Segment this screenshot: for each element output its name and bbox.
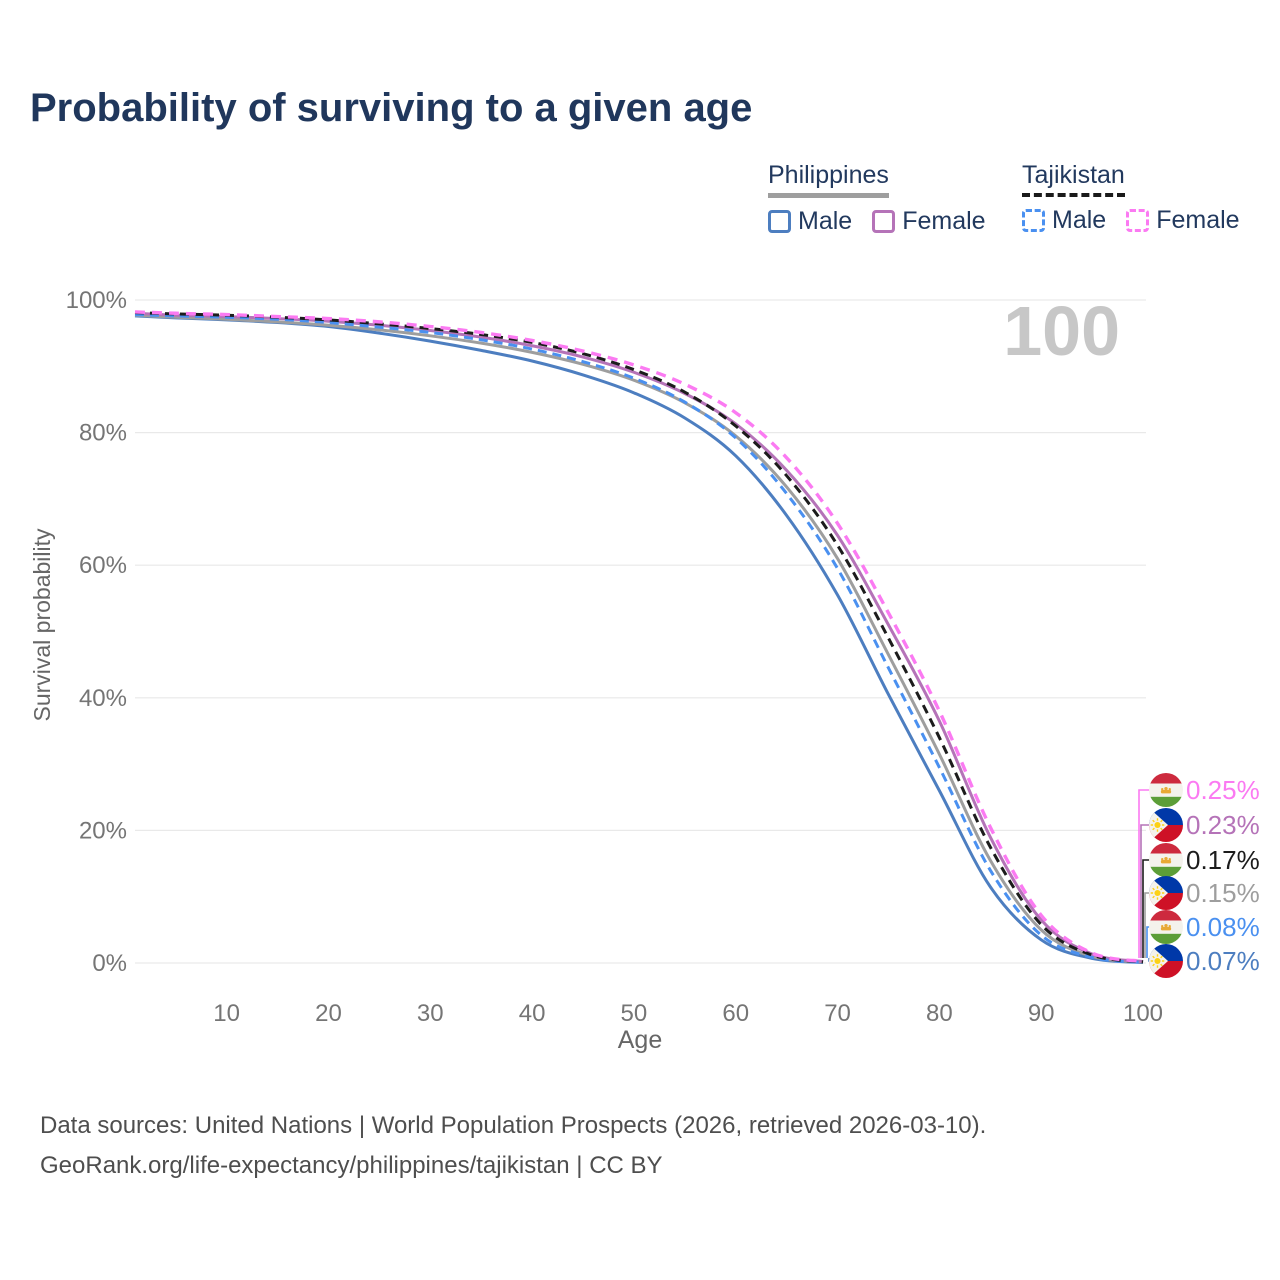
philippines-flag-icon [1149,876,1183,910]
x-axis-title: Age [617,1026,663,1054]
legend-country-tajikistan[interactable]: Tajikistan [1022,161,1125,197]
footer: Data sources: United Nations | World Pop… [40,1106,986,1186]
x-tick-label: 40 [519,1000,546,1027]
end-label-leader [1140,824,1152,958]
y-tick-label: 100% [66,287,127,314]
legend-swatch-tajikistan-male[interactable] [1022,209,1045,232]
x-tick-label: 90 [1028,1000,1055,1027]
legend-swatch-philippines-male[interactable] [768,210,791,233]
y-tick-label: 80% [79,420,127,447]
legend-swatch-philippines-female[interactable] [872,210,896,233]
x-tick-label: 30 [417,1000,444,1027]
tajikistan-flag-icon [1149,773,1183,807]
x-tick-label: 70 [824,1000,851,1027]
end-label-value: 0.15% [1186,878,1260,908]
end-label-value: 0.07% [1186,946,1260,976]
legend-label-tajikistan-male[interactable]: Male [1052,206,1107,234]
page-title: Probability of surviving to a given age [30,86,753,130]
legend-group-tajikistan: Tajikistan Male Female [1022,161,1260,235]
x-tick-label: 80 [926,1000,953,1027]
legend-label-philippines-female[interactable]: Female [902,207,986,235]
end-label-value: 0.17% [1186,845,1260,875]
x-tick-label: 10 [213,1000,240,1027]
watermark-age-100: 100 [1003,292,1120,370]
end-label-value: 0.25% [1186,775,1260,805]
end-label-leader [1138,789,1152,958]
tajikistan-flag-icon [1149,843,1183,877]
legend-label-philippines-male[interactable]: Male [798,207,853,235]
end-label-value: 0.23% [1186,810,1260,840]
legend-country-philippines[interactable]: Philippines [768,161,889,198]
philippines-flag-icon [1149,808,1183,842]
tajikistan-flag-icon [1149,910,1183,944]
line-philippines-both-sexes[interactable] [134,313,1144,964]
y-axis-title: Survival probability [29,528,55,722]
line-tajikistan-male[interactable] [134,313,1144,964]
attribution-link[interactable]: GeoRank.org/life-expectancy/philippines/… [40,1152,663,1179]
legend-swatch-tajikistan-female[interactable] [1126,209,1150,232]
legend-group-philippines: Philippines Male Female [768,161,1006,236]
data-sources-text: Data sources: United Nations | World Pop… [40,1112,987,1139]
philippines-flag-icon [1149,944,1183,978]
x-tick-label: 100 [1123,1000,1163,1027]
x-tick-label: 20 [315,1000,342,1027]
x-tick-label: 50 [621,1000,648,1027]
y-tick-label: 60% [79,552,127,579]
y-tick-label: 0% [92,950,127,977]
legend-label-tajikistan-female[interactable]: Female [1156,206,1240,234]
y-tick-label: 20% [79,817,127,844]
end-label-value: 0.08% [1186,912,1260,942]
x-tick-label: 60 [722,1000,749,1027]
y-tick-label: 40% [79,685,127,712]
line-tajikistan-female[interactable] [134,310,1144,964]
